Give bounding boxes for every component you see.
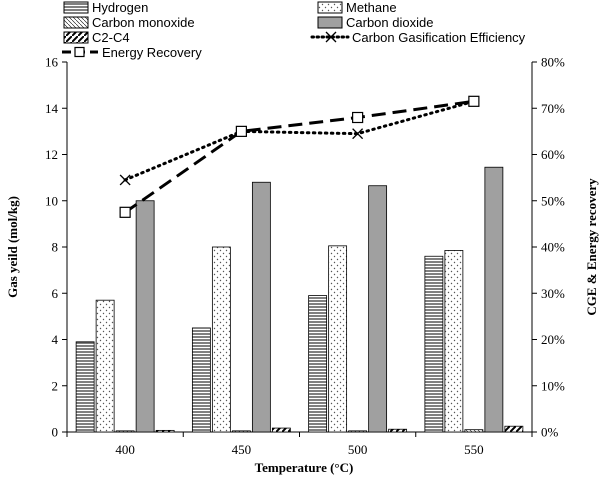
y-left-tick-label: 0: [52, 425, 59, 440]
bar-carbon-monoxide-450: [231, 430, 251, 433]
legend-label-energy-recovery: Energy Recovery: [102, 45, 202, 60]
bar-c2-c4-450: [271, 427, 291, 433]
y-left-tick-label: 10: [45, 193, 58, 208]
marker-energy-recovery-400: [119, 206, 131, 218]
y-right-tick-label: 80%: [541, 55, 565, 70]
y-left-tick-label: 16: [45, 55, 59, 70]
y-left-tick-label: 14: [45, 101, 59, 116]
legend-item-cge: Carbon Gasification Efficiency: [310, 30, 526, 45]
x-tick-label: 400: [115, 442, 135, 457]
legend-swatch-c2-c4: [63, 31, 89, 44]
legend-item-carbon-monoxide: Carbon monoxide: [63, 15, 195, 30]
marker-carbon-gasification-efficiency-400: [119, 174, 131, 186]
legend-label-cge: Carbon Gasification Efficiency: [352, 30, 526, 45]
y-axis-right-title: CGE & Energy recovery: [584, 178, 599, 316]
y-right-tick-label: 50%: [541, 193, 565, 208]
y-right-tick-label: 0%: [541, 425, 559, 440]
bar-carbon-monoxide-400: [115, 430, 135, 433]
bar-carbon-dioxide-450: [251, 181, 271, 433]
bar-carbon-monoxide-500: [348, 430, 368, 433]
legend-item-c2-c4: C2-C4: [63, 30, 130, 45]
legend-swatch-methane: [317, 1, 343, 14]
bar-c2-c4-500: [388, 428, 408, 433]
x-tick-label: 450: [232, 442, 252, 457]
legend-label-carbon-dioxide: Carbon dioxide: [346, 15, 433, 30]
y-right-tick-label: 10%: [541, 378, 565, 393]
marker-energy-recovery-450: [235, 125, 247, 137]
y-right-tick-label: 20%: [541, 332, 565, 347]
marker-carbon-gasification-efficiency-500: [352, 128, 364, 140]
marker-energy-recovery-550: [468, 95, 480, 107]
y-axis-left-ticks: 0 2 4 6 8 10 12 14 16: [45, 55, 67, 440]
x-tick-label: 550: [464, 442, 484, 457]
legend-swatch-hydrogen: [63, 1, 89, 14]
bar-methane-500: [328, 245, 348, 433]
bar-hydrogen-450: [191, 327, 211, 433]
x-tick-label: 500: [348, 442, 368, 457]
bar-hydrogen-550: [424, 255, 444, 433]
legend-item-carbon-dioxide: Carbon dioxide: [317, 15, 433, 30]
bar-hydrogen-400: [75, 341, 95, 433]
bar-c2-c4-550: [504, 425, 524, 433]
legend-label-c2-c4: C2-C4: [92, 30, 130, 45]
bar-c2-c4-400: [155, 429, 175, 433]
y-axis-left-title: Gas yeild (mol/kg): [5, 196, 20, 298]
y-right-tick-label: 30%: [541, 286, 565, 301]
bar-carbon-dioxide-400: [135, 200, 155, 433]
y-left-tick-label: 6: [52, 286, 59, 301]
y-right-tick-label: 60%: [541, 147, 565, 162]
legend-item-energy-recovery: Energy Recovery: [62, 45, 202, 60]
legend-marker-energy-recovery: [74, 46, 85, 58]
legend-label-carbon-monoxide: Carbon monoxide: [92, 15, 195, 30]
legend-swatch-carbon-dioxide: [317, 16, 343, 29]
y-right-tick-label: 40%: [541, 240, 565, 255]
line-energy-recovery: [124, 99, 475, 214]
legend: Hydrogen Carbon monoxide C2-C4 Energy Re…: [62, 0, 526, 60]
lines: [119, 95, 480, 218]
legend-item-methane: Methane: [317, 0, 397, 15]
bars: [75, 166, 524, 433]
bar-methane-550: [444, 250, 464, 433]
marker-energy-recovery-500: [352, 111, 364, 124]
bar-methane-400: [95, 299, 115, 433]
y-axis-right-ticks: 0% 10% 20% 30% 40% 50% 60% 70% 80%: [532, 55, 565, 440]
bar-carbon-dioxide-550: [484, 166, 504, 433]
legend-swatch-carbon-monoxide: [63, 16, 89, 29]
legend-item-hydrogen: Hydrogen: [63, 0, 148, 15]
x-axis-title: Temperature (°C): [255, 460, 354, 475]
y-left-tick-label: 8: [52, 240, 59, 255]
line-carbon-gasification-efficiency: [123, 99, 476, 182]
legend-label-hydrogen: Hydrogen: [92, 0, 148, 15]
y-left-tick-label: 12: [45, 147, 58, 162]
legend-label-methane: Methane: [346, 0, 397, 15]
x-axis-ticks: 400 450 500 550: [66, 432, 533, 457]
bar-hydrogen-500: [308, 295, 328, 433]
y-right-tick-label: 70%: [541, 101, 565, 116]
y-left-tick-label: 2: [52, 378, 59, 393]
bar-carbon-monoxide-550: [464, 429, 484, 433]
bar-methane-450: [211, 246, 231, 433]
y-left-tick-label: 4: [52, 332, 59, 347]
legend-marker-cge: [325, 31, 337, 43]
bar-carbon-dioxide-500: [368, 185, 388, 433]
